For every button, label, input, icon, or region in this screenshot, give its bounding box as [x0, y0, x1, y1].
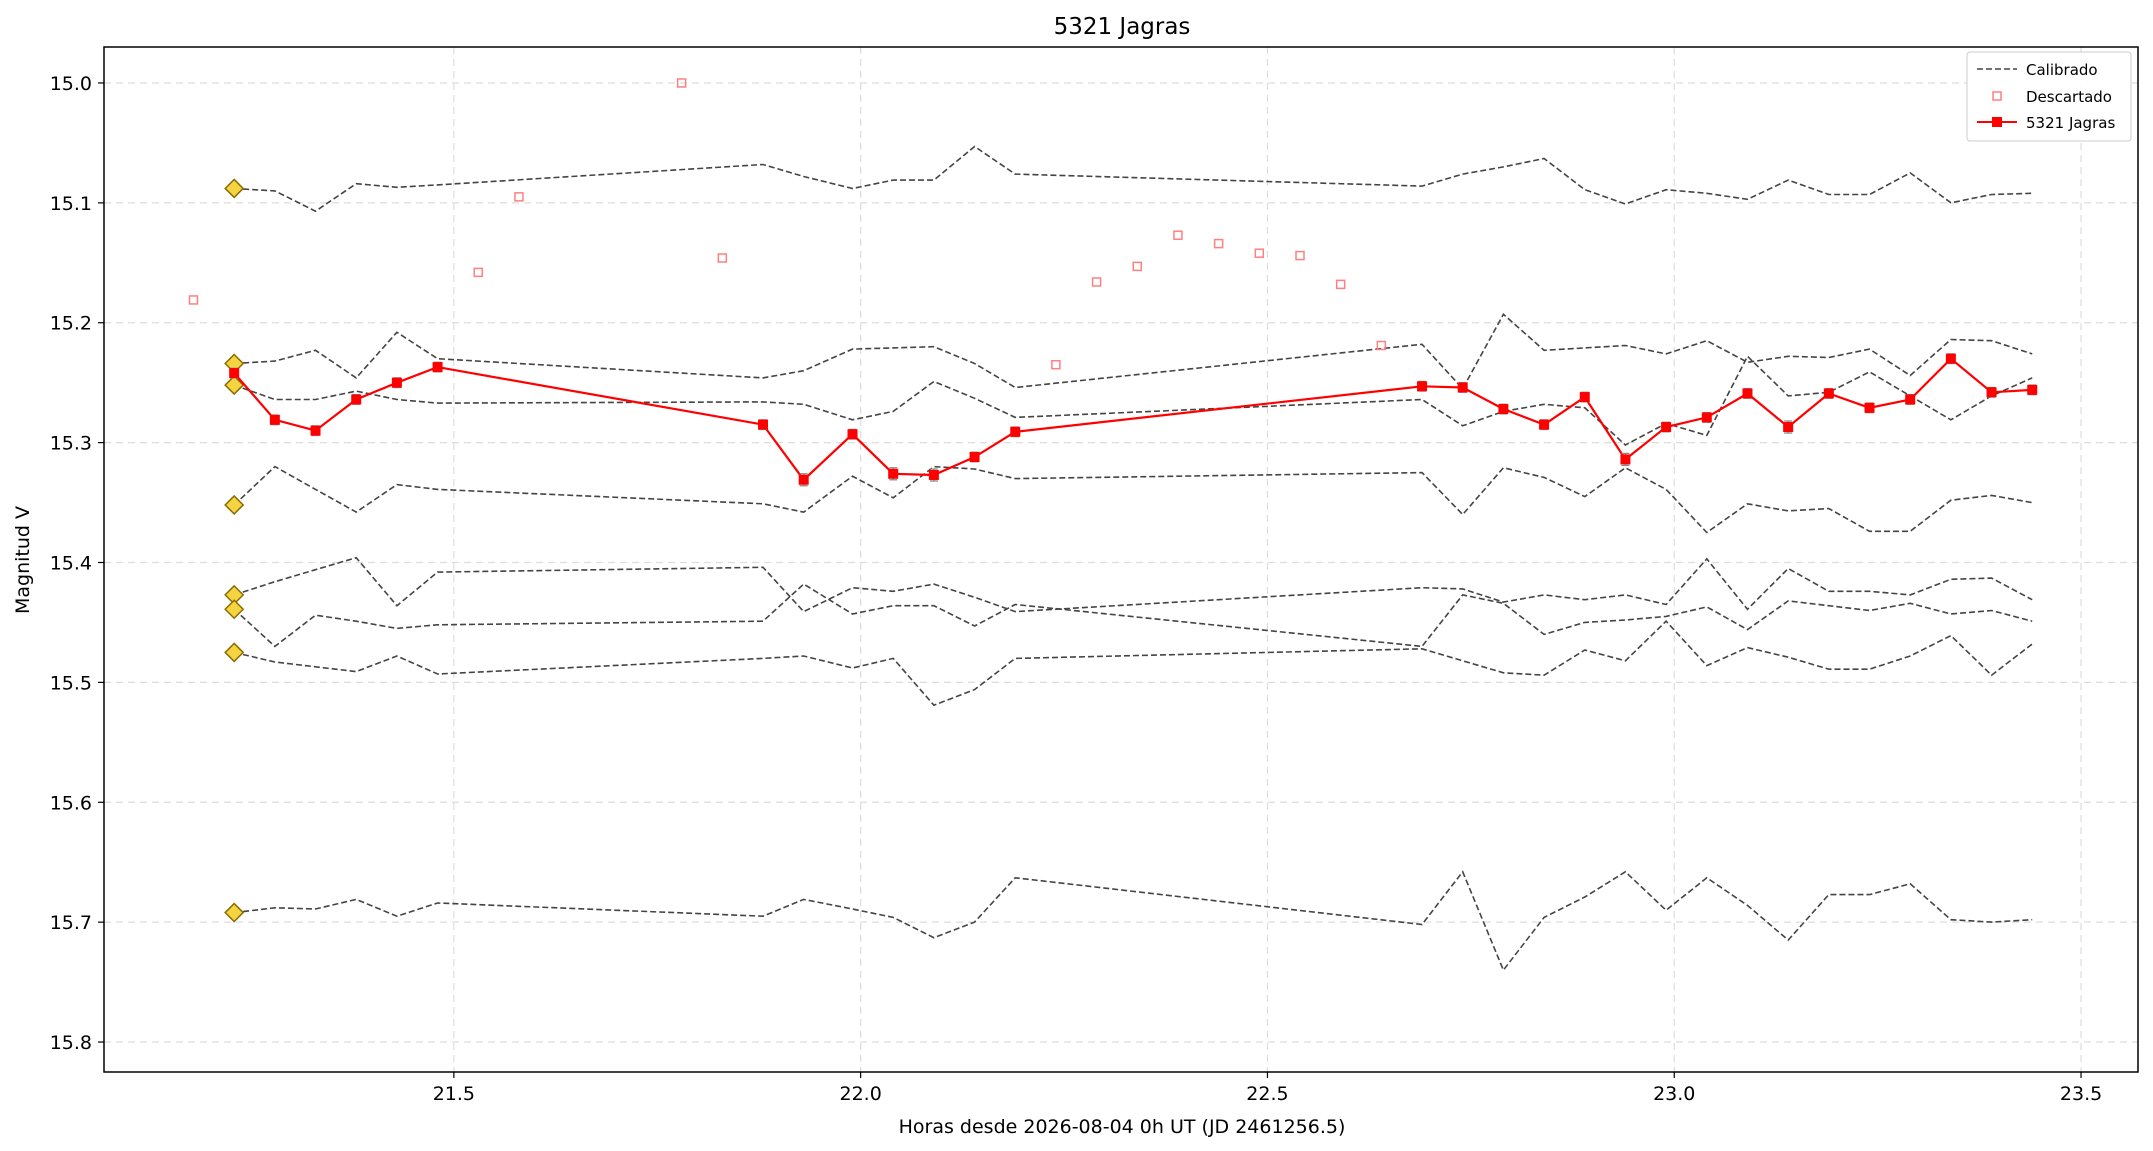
discarded-point [1295, 250, 1305, 261]
plot-frame [103, 46, 2139, 1073]
calibrated-series-4 [233, 465, 2033, 534]
legend-target-label: 5321 Jagras [2026, 114, 2115, 132]
legend-target-marker [1992, 117, 2002, 127]
calibrated-series-1 [234, 145, 2033, 213]
target-point [2027, 384, 2038, 395]
discarded-point [1091, 277, 1102, 287]
discarded-point [1335, 279, 1346, 290]
target-point [1457, 382, 1468, 393]
target-point [1945, 353, 1956, 364]
discarded-point [1213, 238, 1224, 249]
calibrated-series-group [233, 145, 2033, 972]
target-point [969, 452, 980, 462]
target-point [432, 362, 443, 373]
target-point [351, 394, 362, 405]
target-point [1010, 426, 1021, 437]
calibrated-series-2 [234, 313, 2033, 391]
reference-diamond [224, 494, 245, 516]
x-tick-label: 22.5 [1246, 1083, 1288, 1105]
discarded-point [1051, 359, 1061, 370]
reference-markers [224, 178, 245, 923]
discarded-point [1173, 230, 1183, 240]
target-point [1986, 387, 1997, 398]
discarded-point [1254, 248, 1265, 258]
target-point [1864, 402, 1875, 413]
target-point [1539, 419, 1550, 430]
discarded-point [473, 267, 484, 278]
legend-descartado-marker [1992, 91, 2002, 101]
target-point [391, 377, 402, 388]
grid [104, 47, 2138, 1072]
calibrated-series-7 [234, 620, 2033, 707]
target-point [269, 414, 280, 425]
legend-box [1966, 51, 2132, 142]
chart-title: 5321 Jagras [1054, 14, 1191, 40]
y-tick-label: 15.2 [50, 313, 92, 335]
discarded-point [676, 78, 687, 88]
discarded-point [514, 192, 524, 202]
legend: Calibrado Descartado 5321 Jagras [1966, 51, 2132, 142]
target-point [1498, 404, 1509, 415]
reference-diamond [224, 902, 245, 923]
x-axis-ticks: 21.5 22.0 22.5 23.0 23.5 [433, 1072, 2102, 1105]
target-point [1620, 454, 1631, 465]
target-point [847, 429, 858, 440]
calibrated-series-6 [233, 583, 2033, 648]
target-point [1701, 412, 1712, 423]
target-point [928, 469, 939, 480]
target-point [310, 425, 321, 436]
reference-diamond [224, 375, 245, 396]
discarded-point [1132, 261, 1143, 272]
x-tick-label: 21.5 [433, 1083, 475, 1105]
legend-calibrado-label: Calibrado [2026, 61, 2098, 79]
x-tick-label: 23.0 [1653, 1083, 1695, 1105]
y-tick-label: 15.7 [50, 912, 92, 934]
y-tick-label: 15.3 [50, 433, 92, 455]
target-point [798, 474, 809, 485]
calibrated-series-8 [234, 870, 2033, 972]
calibrated-series-3 [233, 354, 2033, 446]
target-point [229, 368, 240, 379]
discarded-point [1376, 340, 1387, 351]
y-tick-label: 15.4 [50, 552, 92, 574]
target-point [1742, 388, 1753, 399]
target-point [1417, 381, 1428, 392]
target-line [233, 357, 2033, 482]
y-tick-label: 15.0 [50, 73, 92, 95]
legend-descartado-label: Descartado [2026, 88, 2112, 106]
y-tick-label: 15.6 [50, 792, 92, 814]
x-tick-label: 22.0 [839, 1083, 881, 1105]
calibrated-series-5 [233, 556, 2033, 613]
y-axis-label: Magnitud V [12, 506, 34, 614]
discarded-point [717, 253, 728, 263]
x-tick-label: 23.5 [2060, 1083, 2102, 1105]
y-tick-label: 15.8 [50, 1032, 92, 1054]
reference-diamond [224, 178, 245, 199]
discarded-points [188, 78, 1387, 370]
discarded-point [188, 295, 199, 305]
y-tick-label: 15.5 [50, 672, 92, 694]
reference-diamond [224, 599, 245, 620]
target-point [1783, 422, 1794, 433]
target-point [1661, 422, 1672, 433]
target-point [758, 419, 769, 430]
reference-diamond [224, 642, 245, 663]
y-axis-ticks: 15.0 15.1 15.2 15.3 15.4 15.5 15.6 15.7 15.8 [50, 73, 104, 1054]
target-point [1579, 392, 1590, 403]
target-series [229, 353, 2038, 487]
target-point [1823, 388, 1834, 399]
y-tick-label: 15.1 [50, 193, 92, 215]
target-point [1905, 394, 1916, 405]
target-point [888, 468, 899, 479]
x-axis-label: Horas desde 2026-08-04 0h UT (JD 2461256… [899, 1116, 1346, 1138]
